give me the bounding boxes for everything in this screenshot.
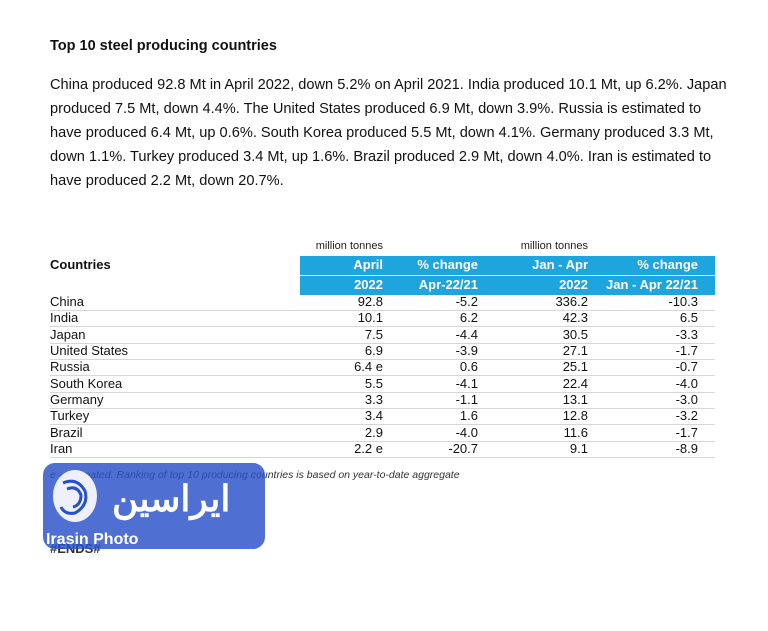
table-cell: -3.2	[675, 408, 698, 424]
row-divider	[50, 358, 715, 360]
column-header: Jan - Apr 22/21	[605, 277, 698, 292]
watermark-logo: ایراسین	[112, 478, 231, 519]
row-label: South Korea	[50, 375, 123, 391]
table-cell: -5.2	[455, 294, 478, 309]
table-cell: -0.7	[675, 359, 698, 375]
table-cell: 10.1	[357, 310, 383, 326]
row-label: United States	[50, 342, 129, 358]
row-divider	[50, 375, 715, 377]
row-label: Japan	[50, 326, 86, 342]
row-label: China	[50, 294, 84, 309]
row-label: Germany	[50, 391, 104, 407]
table-cell: 12.8	[562, 408, 588, 424]
column-header: Apr-22/21	[418, 277, 478, 292]
table-cell: 3.4	[364, 408, 383, 424]
row-divider	[50, 424, 715, 426]
column-header: April	[353, 257, 383, 272]
table-cell: 336.2	[555, 294, 588, 309]
table-cell: 25.1	[562, 359, 588, 375]
row-divider	[50, 407, 715, 409]
table-cell: 6.4 e	[354, 359, 383, 375]
table-cell: 1.6	[459, 408, 478, 424]
table-cell: -3.9	[455, 342, 478, 358]
table-cell: 9.1	[569, 440, 588, 456]
table-cell: -4.4	[455, 326, 478, 342]
table-cell: 6.9	[364, 342, 383, 358]
watermark-brand: Irasin Photo	[46, 531, 139, 548]
table-cell: 30.5	[562, 326, 588, 342]
table-cell: 11.6	[563, 424, 588, 440]
column-header: 2022	[354, 277, 383, 292]
column-header: 2022	[559, 277, 588, 292]
row-divider	[50, 456, 715, 458]
table-cell: -20.7	[448, 440, 478, 456]
unit-label: million tonnes	[315, 240, 383, 252]
column-header: % change	[417, 257, 478, 272]
row-divider	[50, 342, 715, 344]
watermark	[43, 463, 265, 549]
table-cell: 2.9	[364, 424, 383, 440]
row-label: Turkey	[50, 408, 90, 424]
table-cell: -1.1	[455, 391, 478, 407]
table-cell: 7.5	[364, 326, 383, 342]
table-cell: 42.3	[562, 310, 588, 326]
table-cell: -10.3	[668, 294, 698, 309]
table-cell: 92.8	[357, 294, 383, 309]
row-divider	[50, 326, 715, 328]
table-cell: -3.3	[675, 326, 698, 342]
row-divider	[50, 440, 715, 442]
column-header: % change	[637, 257, 698, 272]
table-cell: 13.1	[562, 391, 588, 407]
row-divider	[50, 310, 715, 311]
table-cell: 0.6	[459, 359, 478, 375]
row-label: Russia	[50, 359, 90, 375]
table-cell: -4.0	[675, 375, 698, 391]
table-cell: 3.3	[364, 391, 383, 407]
row-divider	[50, 391, 715, 393]
table-cell: 6.2	[459, 310, 478, 326]
table-cell: 2.2 e	[354, 440, 383, 456]
table-cell: -4.0	[455, 424, 478, 440]
unit-label: million tonnes	[520, 240, 588, 252]
table-cell: -1.7	[675, 424, 698, 440]
paragraph: China produced 92.8 Mt in April 2022, do…	[50, 77, 727, 189]
column-header: Countries	[50, 257, 111, 272]
table-cell: -4.1	[455, 375, 478, 391]
table-cell: -3.0	[675, 391, 698, 407]
row-label: Brazil	[50, 424, 83, 440]
heading: Top 10 steel producing countries	[50, 38, 277, 54]
header-band	[300, 256, 715, 275]
table-cell: 22.4	[562, 375, 588, 391]
header-band	[300, 276, 715, 295]
column-header: Jan - Apr	[532, 257, 588, 272]
table-cell: 6.5	[679, 310, 698, 326]
table-cell: -8.9	[675, 440, 698, 456]
watermark-icon	[53, 470, 97, 522]
row-label: Iran	[50, 440, 73, 456]
row-label: India	[50, 310, 79, 326]
table-cell: -1.7	[675, 342, 698, 358]
table-cell: 5.5	[364, 375, 383, 391]
table-cell: 27.1	[562, 342, 588, 358]
